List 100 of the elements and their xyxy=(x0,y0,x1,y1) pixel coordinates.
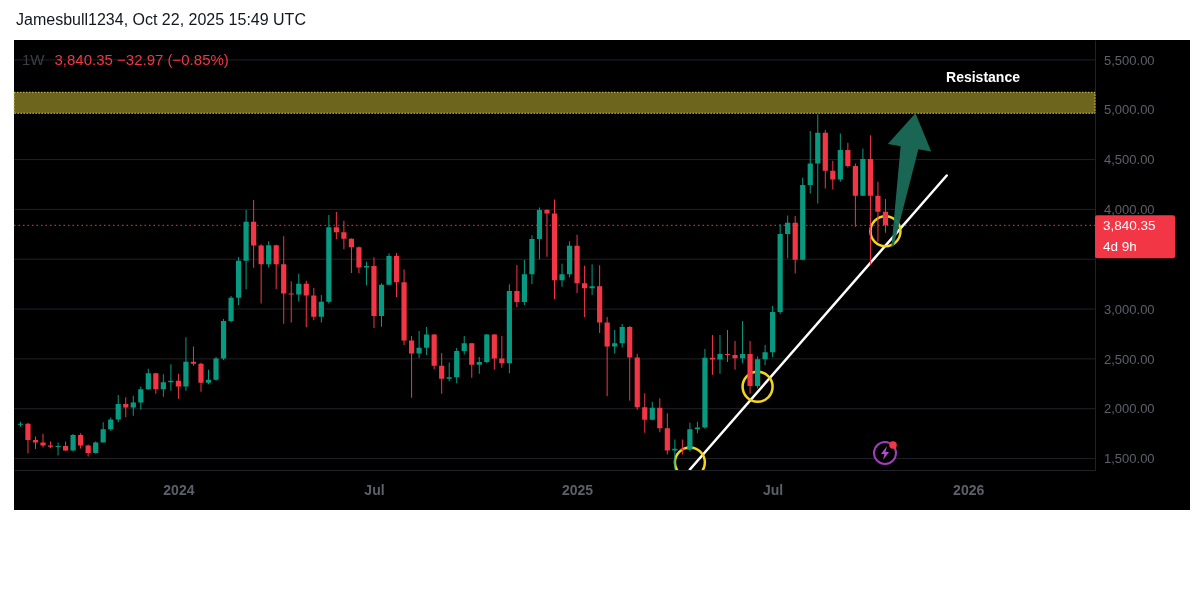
x-tick-label: Jul xyxy=(364,481,385,498)
candlestick xyxy=(123,397,129,418)
candlestick xyxy=(679,439,685,455)
candlestick xyxy=(589,264,595,296)
candlestick xyxy=(762,344,768,366)
candlestick xyxy=(476,356,482,374)
candlestick xyxy=(770,306,776,357)
candlestick xyxy=(627,326,633,401)
band-label: Resistance xyxy=(946,69,1021,86)
candlestick xyxy=(311,287,317,321)
candlestick xyxy=(266,241,272,268)
candlestick xyxy=(281,236,287,324)
candlestick xyxy=(424,327,430,355)
candlestick xyxy=(348,238,355,273)
text: 4d 9h xyxy=(1103,238,1137,254)
candlestick xyxy=(754,356,761,389)
ref-line-label: 3,840.35 xyxy=(1103,217,1156,233)
candlestick xyxy=(574,234,580,294)
candlestick xyxy=(822,130,828,189)
candlestick xyxy=(62,441,69,452)
text: 1W xyxy=(22,51,46,68)
candlestick xyxy=(717,334,723,374)
candlestick xyxy=(130,395,136,416)
candlestick xyxy=(672,439,678,470)
x-tick-label: Jul xyxy=(763,481,784,498)
candlestick xyxy=(40,433,46,448)
candlestick xyxy=(469,342,475,378)
candlestick xyxy=(649,401,655,421)
y-tick-label: 4,500.00 xyxy=(1104,152,1155,168)
candlestick xyxy=(566,241,573,278)
candlestick xyxy=(100,422,106,443)
candlestick xyxy=(153,372,159,394)
candlestick xyxy=(326,214,332,304)
text: Jamesbull1234, Oct 22, 2025 15:49 UTC xyxy=(16,11,306,28)
y-tick-label: 5,000.00 xyxy=(1104,102,1155,118)
candlestick xyxy=(220,319,227,360)
x-tick-label: 2025 xyxy=(561,481,594,498)
candlestick xyxy=(378,283,385,327)
candlestick xyxy=(491,333,497,370)
candlestick xyxy=(356,246,362,274)
candlestick xyxy=(739,321,746,364)
candlestick xyxy=(747,340,753,394)
candlestick xyxy=(724,329,731,362)
candlestick xyxy=(205,369,212,385)
candlestick xyxy=(581,265,588,318)
candlestick xyxy=(830,160,836,190)
candlestick xyxy=(521,259,528,306)
candlestick xyxy=(47,441,54,449)
candlestick xyxy=(17,421,24,427)
candlestick xyxy=(213,356,219,381)
candlestick xyxy=(93,441,99,454)
candlestick xyxy=(190,346,197,366)
candlestick xyxy=(235,257,242,306)
candlestick xyxy=(499,335,505,368)
candlestick xyxy=(484,333,490,364)
y-tick-label: 3,000.00 xyxy=(1104,301,1155,317)
candlestick xyxy=(702,348,708,429)
text: 3,840.35 −32.97 (−0.85%) xyxy=(54,51,229,68)
candlestick xyxy=(288,281,294,323)
candlestick xyxy=(258,244,264,304)
x-tick-label: 2026 xyxy=(953,481,985,498)
candlestick xyxy=(273,244,279,290)
candlestick xyxy=(845,142,851,168)
candlestick xyxy=(619,324,625,348)
candlestick xyxy=(25,422,31,454)
candlestick xyxy=(597,265,603,333)
candlestick xyxy=(341,220,347,250)
candlestick xyxy=(168,364,174,391)
candlestick xyxy=(694,421,701,434)
candlestick xyxy=(837,133,843,182)
candlestick xyxy=(408,335,415,398)
candlestick xyxy=(529,235,535,285)
candlestick xyxy=(657,398,663,433)
candlestick xyxy=(228,296,234,323)
candlestick xyxy=(454,347,460,384)
candlestick xyxy=(461,335,467,355)
candlestick xyxy=(431,333,437,370)
candlestick xyxy=(115,394,121,423)
candlestick xyxy=(732,340,738,370)
candlestick xyxy=(514,265,520,308)
candlestick xyxy=(386,253,392,286)
candlestick xyxy=(815,114,821,204)
candlestick xyxy=(85,444,91,457)
candlestick xyxy=(664,413,670,455)
candlestick xyxy=(175,373,182,399)
candlestick xyxy=(198,362,204,392)
candlestick xyxy=(785,215,791,259)
candlestick xyxy=(439,352,445,394)
candlestick xyxy=(642,393,648,433)
candlestick xyxy=(243,209,249,290)
candlestick xyxy=(506,284,512,374)
candlestick xyxy=(108,417,114,431)
candlestick xyxy=(393,252,400,298)
candlestick xyxy=(604,317,610,397)
y-tick-label: 1,500.00 xyxy=(1104,451,1155,467)
candlestick xyxy=(70,433,76,452)
candlestick xyxy=(446,362,452,382)
x-tick-label: 2024 xyxy=(163,481,195,498)
candlestick xyxy=(709,334,716,375)
candlestick xyxy=(800,177,806,261)
